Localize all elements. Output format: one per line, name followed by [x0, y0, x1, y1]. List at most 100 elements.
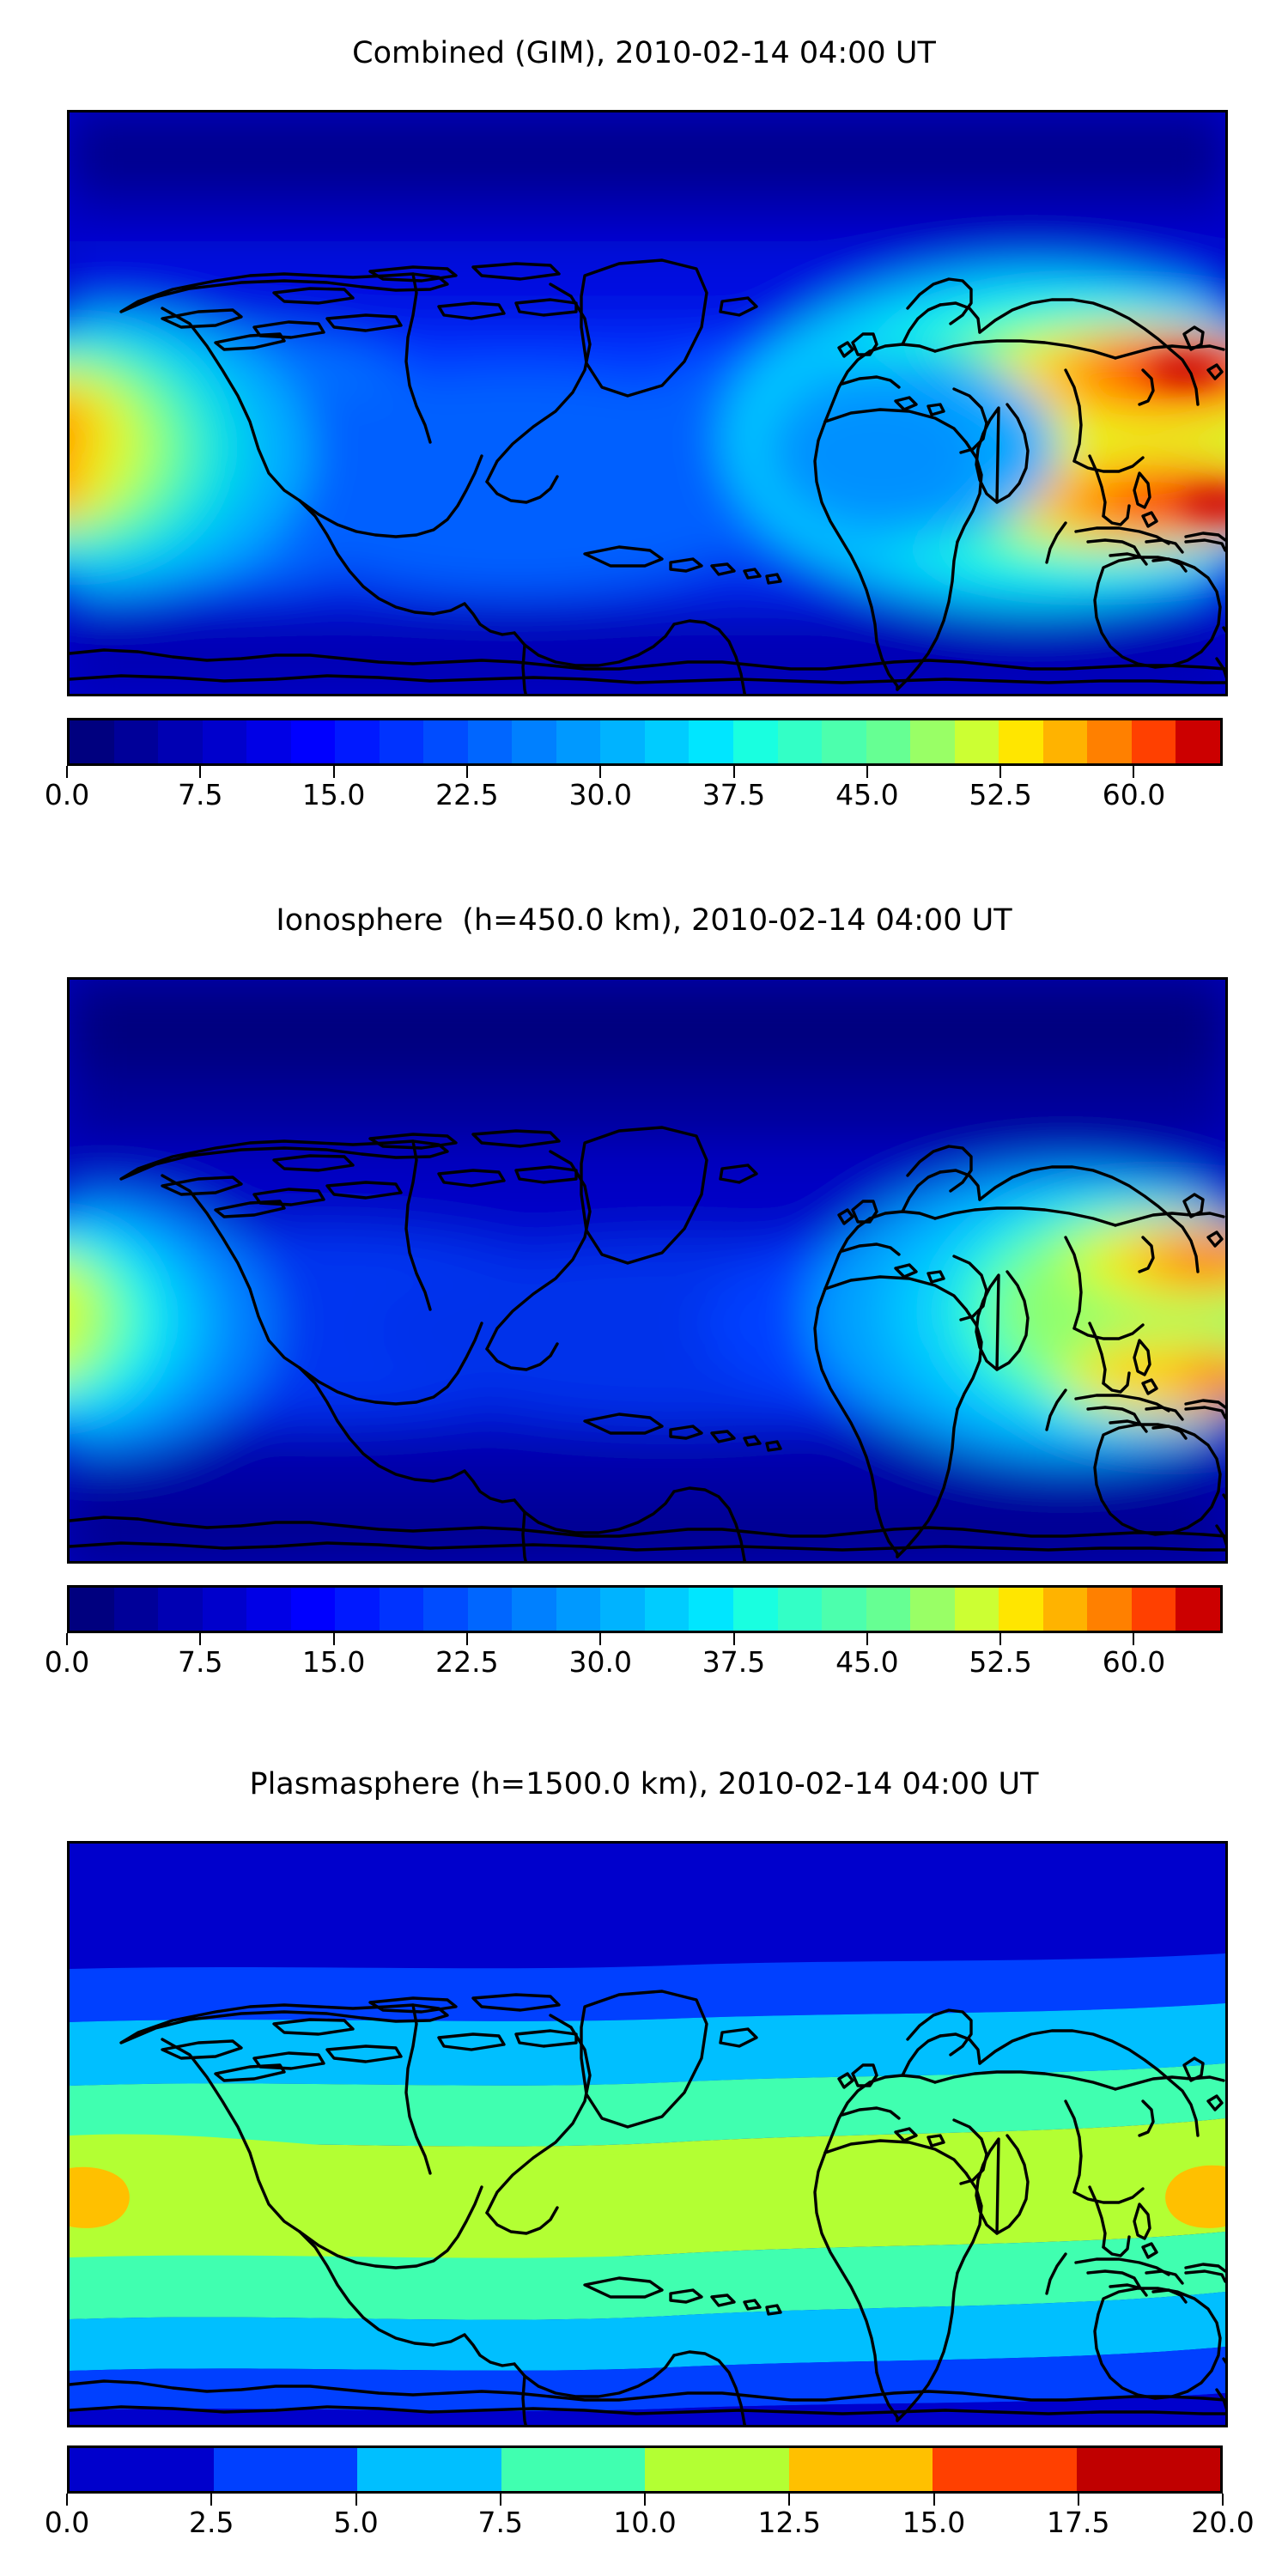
colorbar-band	[1087, 720, 1132, 763]
colorbar-tick	[66, 766, 68, 778]
colorbar-combined: 0.0 7.5 15.0 22.5 30.0 37.5 45.0 52.5 60.0	[45, 718, 1223, 817]
colorbar-band	[822, 720, 866, 763]
colorbar-band	[777, 1588, 823, 1631]
colorbar-band	[379, 1588, 424, 1631]
colorbar-band	[866, 1588, 911, 1631]
colorbar-band	[556, 1588, 601, 1631]
colorbar-band	[158, 1588, 203, 1631]
colorbar-band	[246, 720, 291, 763]
colorbar-tick-label: 22.5	[435, 1645, 499, 1679]
colorbar-tick-label: 52.5	[969, 778, 1032, 811]
colorbar-band	[70, 720, 114, 763]
colorbar-band	[777, 720, 823, 763]
panel-combined: Combined (GIM), 2010-02-14 04:00 UT	[0, 0, 1288, 867]
colorbar-tick	[866, 1633, 868, 1645]
colorbar-band	[1176, 720, 1220, 763]
colorbar-tick-label: 20.0	[1191, 2506, 1255, 2539]
colorbar-tick	[332, 766, 335, 778]
map-ionosphere-canvas	[70, 980, 1225, 1561]
colorbar-tick-label: 15.0	[902, 2506, 966, 2539]
colorbar-band	[423, 720, 468, 763]
map-combined	[67, 110, 1228, 696]
colorbar-band	[689, 1588, 733, 1631]
colorbar-tick-label: 45.0	[835, 1645, 899, 1679]
colorbar-tick	[66, 2494, 68, 2506]
colorbar-band	[822, 1588, 866, 1631]
colorbar-tick-label: 52.5	[969, 1645, 1032, 1679]
colorbar-band	[600, 720, 645, 763]
colorbar-band	[158, 720, 203, 763]
colorbar-band	[600, 1588, 645, 1631]
colorbar-band	[866, 720, 911, 763]
colorbar-band	[1076, 2448, 1220, 2491]
colorbar-ionosphere: 0.0 7.5 15.0 22.5 30.0 37.5 45.0 52.5 60.0	[45, 1585, 1223, 1685]
colorbar-band	[999, 1588, 1043, 1631]
colorbar-tick	[788, 2494, 791, 2506]
colorbar-tick-label: 5.0	[333, 2506, 379, 2539]
colorbar-tick-label: 30.0	[568, 778, 632, 811]
colorbar-ionosphere-ticks	[66, 1633, 1223, 1645]
colorbar-plasmasphere-gradient	[67, 2445, 1223, 2494]
colorbar-tick-label: 37.5	[702, 778, 766, 811]
colorbar-band	[213, 2448, 357, 2491]
colorbar-tick	[1077, 2494, 1079, 2506]
colorbar-band	[933, 2448, 1077, 2491]
colorbar-band	[512, 1588, 556, 1631]
colorbar-combined-labels: 0.0 7.5 15.0 22.5 30.0 37.5 45.0 52.5 60.0	[45, 778, 1223, 817]
colorbar-tick-label: 15.0	[301, 1645, 366, 1679]
colorbar-tick-label: 0.0	[44, 1645, 90, 1679]
map-combined-canvas	[70, 112, 1225, 694]
colorbar-band	[732, 720, 778, 763]
colorbar-band	[335, 1588, 380, 1631]
map-ionosphere	[67, 977, 1228, 1564]
colorbar-ionosphere-labels: 0.0 7.5 15.0 22.5 30.0 37.5 45.0 52.5 60.0	[45, 1645, 1223, 1685]
colorbar-band	[954, 1588, 999, 1631]
colorbar-combined-gradient	[67, 718, 1223, 766]
colorbar-tick	[499, 2494, 501, 2506]
colorbar-tick	[933, 2494, 935, 2506]
colorbar-tick-label: 0.0	[44, 778, 90, 811]
colorbar-band	[70, 1588, 114, 1631]
colorbar-tick	[1133, 766, 1135, 778]
colorbar-plasmasphere-labels: 0.0 2.5 5.0 7.5 10.0 12.5 15.0 17.5 20.0	[45, 2506, 1255, 2545]
colorbar-band	[689, 720, 733, 763]
colorbar-tick-label: 7.5	[178, 1645, 223, 1679]
colorbar-tick-label: 60.0	[1102, 778, 1166, 811]
colorbar-tick	[999, 1633, 1002, 1645]
colorbar-tick-label: 17.5	[1047, 2506, 1110, 2539]
colorbar-tick-label: 60.0	[1102, 1645, 1166, 1679]
colorbar-band	[113, 720, 159, 763]
colorbar-band	[202, 1588, 247, 1631]
colorbar-band	[556, 720, 601, 763]
colorbar-tick-label: 10.0	[613, 2506, 677, 2539]
colorbar-band	[290, 720, 336, 763]
colorbar-band	[512, 720, 556, 763]
colorbar-tick-label: 0.0	[44, 2506, 90, 2539]
panel-plasmasphere-title: Plasmasphere (h=1500.0 km), 2010-02-14 0…	[249, 1767, 1039, 1801]
colorbar-tick	[644, 2494, 646, 2506]
colorbar-plasmasphere: 0.0 2.5 5.0 7.5 10.0 12.5 15.0 17.5 20.0	[45, 2445, 1255, 2545]
colorbar-tick	[732, 766, 735, 778]
colorbar-band	[954, 720, 999, 763]
colorbar-band	[910, 720, 955, 763]
colorbar-tick-label: 37.5	[702, 1645, 766, 1679]
colorbar-band	[379, 720, 424, 763]
colorbar-tick	[1222, 2494, 1224, 2506]
colorbar-band	[1087, 1588, 1132, 1631]
colorbar-band	[1131, 1588, 1176, 1631]
colorbar-band	[423, 1588, 468, 1631]
panel-combined-title: Combined (GIM), 2010-02-14 04:00 UT	[352, 36, 936, 70]
colorbar-band	[501, 2448, 645, 2491]
colorbar-band	[732, 1588, 778, 1631]
colorbar-tick-label: 15.0	[301, 778, 366, 811]
colorbar-tick-label: 2.5	[189, 2506, 234, 2539]
colorbar-tick	[1133, 1633, 1135, 1645]
colorbar-tick	[599, 766, 602, 778]
colorbar-band	[467, 720, 513, 763]
colorbar-ionosphere-gradient	[67, 1585, 1223, 1633]
colorbar-band	[1176, 1588, 1220, 1631]
colorbar-band	[70, 2448, 214, 2491]
colorbar-band	[335, 720, 380, 763]
colorbar-band	[290, 1588, 336, 1631]
colorbar-tick	[732, 1633, 735, 1645]
